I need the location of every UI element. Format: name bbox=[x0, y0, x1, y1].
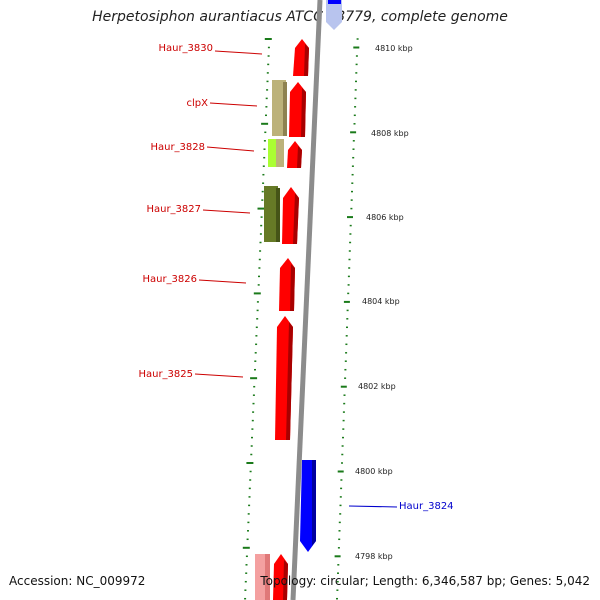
gene-label-haur-3824[interactable]: Haur_3824 bbox=[399, 501, 454, 512]
genes-value: 5,042 bbox=[555, 574, 590, 588]
scale-label-4804: 4804 kbp bbox=[362, 297, 400, 306]
leader-line-haur-3827 bbox=[202, 209, 251, 214]
topology-label: Topology: bbox=[260, 574, 317, 588]
leader-line-haur-3824 bbox=[348, 505, 398, 508]
topology-info: Topology: circular; Length: 6,346,587 bp… bbox=[260, 574, 590, 588]
gene-arrow-haur-3824[interactable] bbox=[300, 460, 316, 552]
gene-arrow-haur-3828[interactable] bbox=[287, 141, 302, 168]
gene-arrow-haur-3825[interactable] bbox=[275, 316, 293, 440]
cog-box-clpX bbox=[272, 80, 287, 136]
gene-label-haur-3827[interactable]: Haur_3827 bbox=[146, 204, 201, 215]
genome-backbone bbox=[290, 0, 323, 600]
cog-box-haur-3827 bbox=[264, 186, 280, 242]
leader-line-haur-3826 bbox=[198, 279, 247, 284]
leader-line-haur-3828 bbox=[206, 146, 255, 152]
cog-box-bottom bbox=[255, 554, 270, 600]
accession-info: Accession: NC_009972 bbox=[9, 574, 145, 588]
gene-arrow-clpX[interactable] bbox=[289, 82, 306, 137]
left-tick-marks bbox=[242, 38, 272, 600]
scale-label-4798: 4798 kbp bbox=[355, 552, 393, 561]
gene-arrow-haur-3827[interactable] bbox=[282, 187, 299, 244]
scale-label-4802: 4802 kbp bbox=[358, 382, 396, 391]
gene-arrow-top-reverse[interactable] bbox=[326, 0, 342, 30]
leader-line-haur-3830 bbox=[214, 50, 263, 55]
scale-label-4800: 4800 kbp bbox=[355, 467, 393, 476]
gene-arrow-bottom-forward[interactable] bbox=[273, 554, 288, 600]
scale-label-4808: 4808 kbp bbox=[371, 129, 409, 138]
gene-label-haur-3826[interactable]: Haur_3826 bbox=[142, 274, 197, 285]
length-label: Length: bbox=[372, 574, 419, 588]
scale-label-4806: 4806 kbp bbox=[366, 213, 404, 222]
scale-label-4810: 4810 kbp bbox=[375, 44, 413, 53]
leader-line-clpX bbox=[209, 102, 258, 107]
gene-label-haur-3830[interactable]: Haur_3830 bbox=[158, 43, 213, 54]
gene-label-haur-3825[interactable]: Haur_3825 bbox=[138, 369, 193, 380]
gene-label-clpX[interactable]: clpX bbox=[187, 98, 209, 109]
gene-label-haur-3828[interactable]: Haur_3828 bbox=[150, 142, 205, 153]
leader-line-haur-3825 bbox=[194, 373, 244, 378]
right-tick-marks bbox=[334, 38, 360, 600]
gene-arrow-haur-3830[interactable] bbox=[293, 39, 309, 76]
length-value: 6,346,587 bp bbox=[421, 574, 502, 588]
genome-title: Herpetosiphon aurantiacus ATCC 23779, co… bbox=[92, 9, 508, 25]
gene-arrow-haur-3826[interactable] bbox=[279, 258, 295, 311]
topology-value: circular bbox=[320, 574, 365, 588]
cog-box-haur-3828 bbox=[268, 139, 284, 167]
genes-label: Genes: bbox=[509, 574, 552, 588]
accession-label: Accession: bbox=[9, 574, 73, 588]
accession-value: NC_009972 bbox=[76, 574, 146, 588]
